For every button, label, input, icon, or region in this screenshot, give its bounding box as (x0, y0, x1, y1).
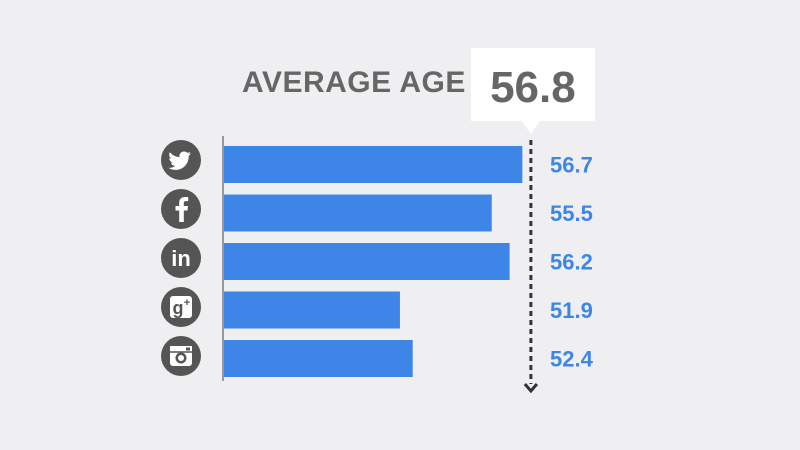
google-plus-icon: g + (161, 287, 201, 327)
reference-callout: 56.8 (470, 48, 595, 134)
instagram-icon (161, 336, 201, 376)
bars-group (224, 146, 523, 377)
value-label-twitter: 56.7 (550, 153, 593, 178)
svg-text:+: + (184, 297, 190, 309)
reference-callout-box (470, 48, 595, 134)
reference-value-label: 56.8 (490, 63, 576, 112)
value-label-facebook: 55.5 (550, 201, 593, 226)
value-label-google-plus: 51.9 (550, 298, 593, 323)
linkedin-icon: in (161, 238, 201, 278)
bar-facebook (224, 194, 492, 232)
twitter-icon (161, 140, 201, 180)
svg-text:in: in (171, 246, 191, 271)
value-labels-group: 56.7 55.5 56.2 51.9 52.4 (550, 153, 594, 372)
bar-twitter (224, 146, 523, 183)
reference-arrow-head (523, 383, 539, 394)
value-label-instagram: 52.4 (550, 347, 594, 372)
chart-title: AVERAGE AGE (242, 66, 466, 99)
bar-google-plus (224, 291, 400, 329)
bar-instagram (224, 340, 413, 377)
facebook-icon (161, 189, 201, 229)
svg-text:g: g (173, 298, 184, 318)
reference-line (523, 140, 539, 394)
value-label-linkedin: 56.2 (550, 250, 593, 275)
bar-linkedin (224, 243, 510, 280)
